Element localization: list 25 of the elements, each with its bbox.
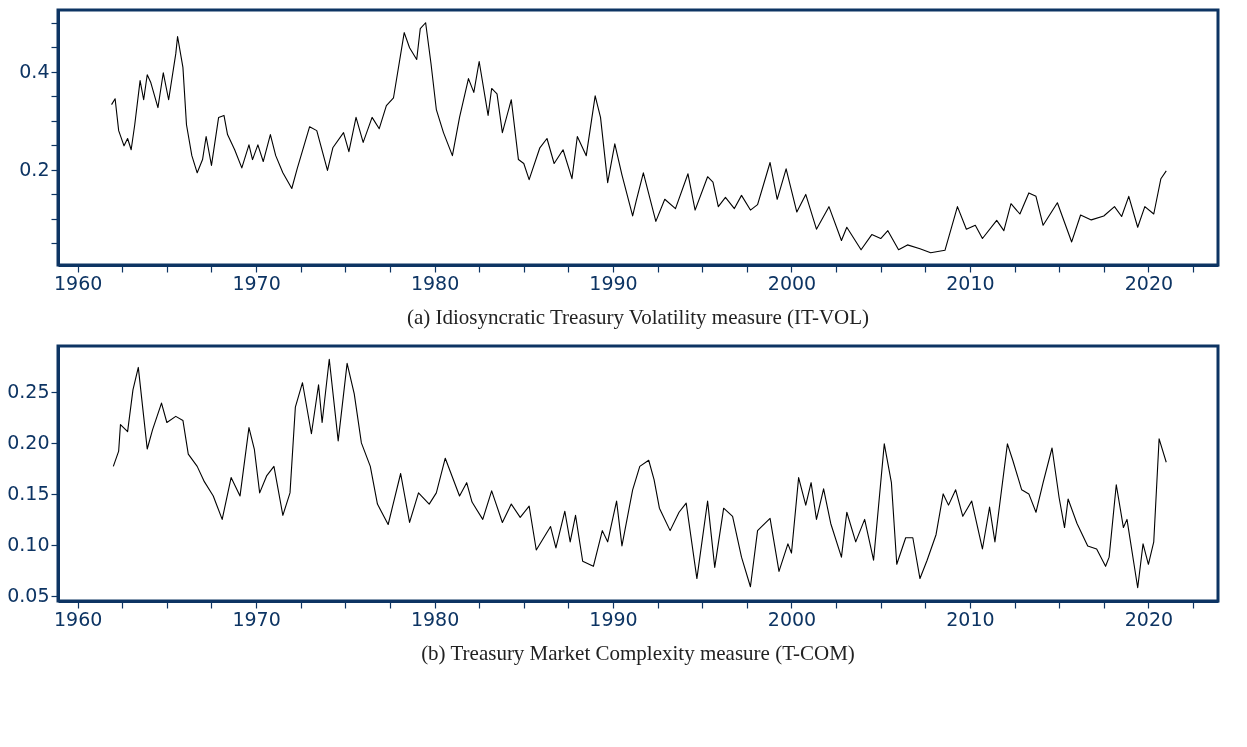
- x-tick-label: 1970: [232, 271, 281, 294]
- x-tick-label: 1960: [53, 271, 103, 294]
- x-tick-label: 2020: [1124, 607, 1174, 630]
- x-tick-label: 2010: [946, 607, 995, 630]
- x-tick-label: 2000: [767, 271, 817, 294]
- y-tick-label: 0.15: [7, 482, 50, 505]
- x-tick-label: 2020: [1124, 271, 1174, 294]
- x-tick-label: 1980: [410, 607, 460, 630]
- text: (a) Idiosyncratic Treasury Volatility measure (IT-VOL): [406, 305, 870, 329]
- y-tick-label: 0.10: [7, 533, 50, 556]
- x-tick-label: 1990: [589, 271, 638, 294]
- y-tick-label: 0.05: [7, 584, 50, 607]
- x-tick-label: 1990: [589, 607, 638, 630]
- x-tick-label: 2000: [767, 607, 817, 630]
- y-tick-label: 0.2: [19, 158, 50, 181]
- x-tick-label: 1960: [53, 607, 103, 630]
- text: (b) Treasury Market Complexity measure (T-COM): [421, 641, 855, 665]
- x-tick-label: 1980: [410, 271, 460, 294]
- x-tick-label: 2010: [946, 271, 995, 294]
- y-tick-label: 0.25: [7, 380, 50, 403]
- y-tick-label: 0.20: [7, 431, 50, 454]
- line-series: [110, 22, 1167, 254]
- line-series: [112, 358, 1167, 589]
- x-tick-label: 1970: [232, 607, 281, 630]
- y-tick-label: 0.4: [19, 60, 50, 83]
